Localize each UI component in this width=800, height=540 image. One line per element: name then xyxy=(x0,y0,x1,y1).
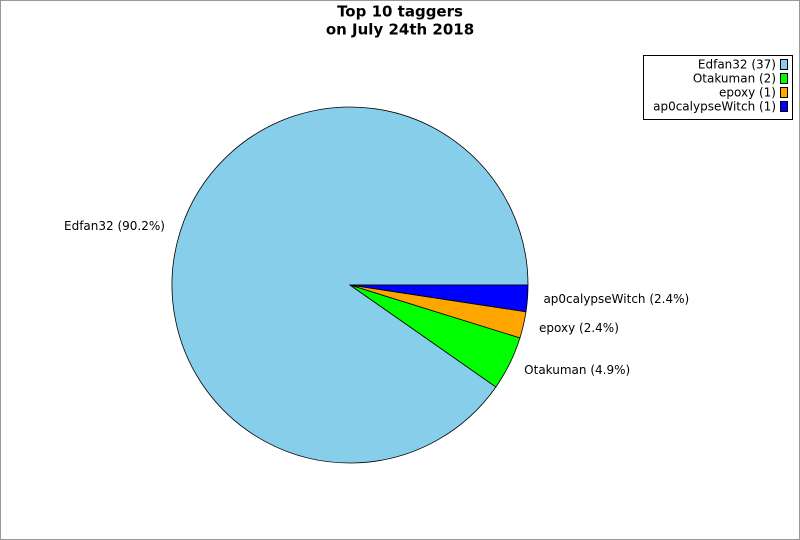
legend-box xyxy=(643,55,793,120)
legend-label: Edfan32 (37) xyxy=(698,58,776,72)
slice-label: Edfan32 (90.2%) xyxy=(64,219,165,233)
slice-label: ap0calypseWitch (2.4%) xyxy=(543,292,689,306)
legend-label: epoxy (1) xyxy=(719,86,776,100)
slice-label: epoxy (2.4%) xyxy=(539,321,619,335)
chart-subtitle: on July 24th 2018 xyxy=(326,21,474,39)
legend-swatch xyxy=(780,101,788,112)
legend-swatch xyxy=(780,87,788,98)
legend-swatch xyxy=(780,73,788,84)
legend-label: ap0calypseWitch (1) xyxy=(653,100,776,114)
chart-title: Top 10 taggers xyxy=(337,3,463,21)
slice-label: Otakuman (4.9%) xyxy=(524,363,630,377)
legend-swatch xyxy=(780,59,788,70)
pie-slice xyxy=(349,284,529,313)
legend-label: Otakuman (2) xyxy=(693,72,776,86)
